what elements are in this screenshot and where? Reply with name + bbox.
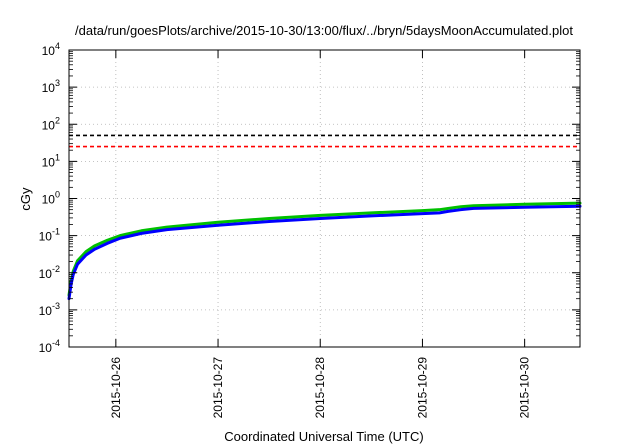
series-line-1 — [67, 201, 582, 297]
y-tick-label: 100 — [42, 190, 60, 207]
y-tick-label: 10-4 — [39, 338, 60, 355]
y-tick-label: 104 — [42, 41, 60, 58]
y-tick-label: 103 — [42, 78, 60, 95]
x-tick-label: 2015-10-26 — [109, 357, 123, 419]
y-tick-label: 101 — [42, 152, 60, 169]
x-tick-label: 2015-10-29 — [415, 357, 429, 419]
grid — [69, 50, 580, 347]
y-axis-label: cGy — [18, 187, 33, 211]
y-tick-label: 10-3 — [39, 301, 60, 318]
x-axis: 2015-10-26 2015-10-27 2015-10-28 2015-10-29… — [109, 50, 532, 418]
y-tick-label: 10-1 — [39, 227, 60, 244]
y-tick-label: 102 — [42, 115, 60, 132]
x-axis-label: Coordinated Universal Time (UTC) — [224, 429, 423, 444]
series-line-2 — [67, 204, 582, 301]
x-tick-label: 2015-10-28 — [313, 357, 327, 419]
x-tick-label: 2015-10-27 — [211, 357, 225, 419]
y-tick-label: 10-2 — [39, 264, 60, 281]
x-tick-label: 2015-10-30 — [518, 357, 532, 419]
reference-lines — [69, 134, 580, 148]
chart-title: /data/run/goesPlots/archive/2015-10-30/1… — [75, 23, 573, 38]
y-axis: 10-4 10-3 10-2 10-1 100 101 102 103 104 — [39, 41, 580, 355]
series-group — [67, 201, 582, 301]
